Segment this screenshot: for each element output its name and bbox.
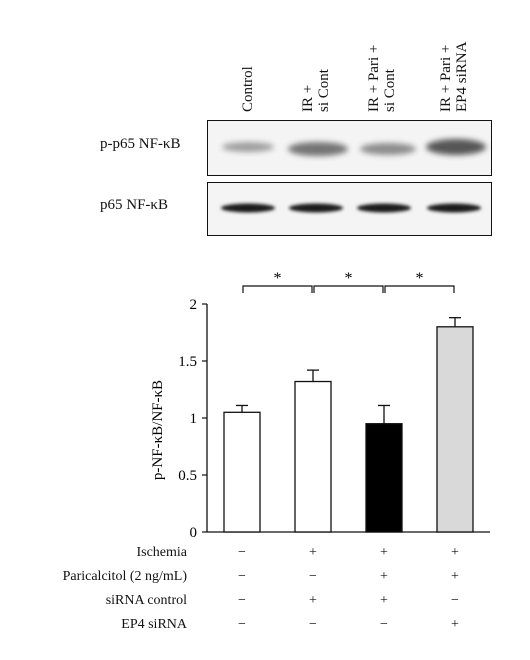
blot-panel-phospho-p65 [207,120,492,176]
bar [294,380,332,533]
blot-bands-total [221,203,481,213]
lane-label-ir-pari-ep4: IR + Pari + EP4 siRNA [438,42,470,112]
significance-bracket [313,285,384,293]
sign: + [451,545,459,560]
significance-star: * [345,270,353,287]
bar [365,423,403,533]
sign: − [451,593,459,608]
blot-bands-phospho [222,139,486,156]
significance-bracket [384,285,455,293]
bar [436,326,474,533]
band-total-lane3 [357,203,411,213]
band-phospho-lane2 [288,142,348,156]
sign: − [309,569,317,584]
lane-label-line: EP4 siRNA [454,41,470,112]
sign: − [309,617,317,632]
sign: + [309,593,317,608]
lane-label-line: IR + Pari + [366,44,382,112]
band-total-lane4 [427,203,481,213]
significance-star: * [416,270,424,287]
lane-label-line: IR + [300,84,316,112]
condition-label-paricalcitol: Paricalcitol (2 ng/mL) [62,569,187,584]
y-tick-label: 2 [190,297,198,313]
band-phospho-lane3 [360,143,416,155]
sign: − [238,545,246,560]
sign: − [238,593,246,608]
sign: + [451,617,459,632]
y-tick-label: 0 [190,525,198,541]
y-tick-label: 1 [190,411,198,427]
band-total-lane2 [289,203,343,213]
lane-label-line: IR + Pari + [438,44,454,112]
band-phospho-lane4 [426,139,486,155]
sign: + [380,569,388,584]
band-total-lane1 [221,203,275,213]
blot-label-phospho-p65: p-p65 NF-κB [100,136,181,152]
significance-star: * [274,270,282,287]
sign: + [309,545,317,560]
sign: − [238,617,246,632]
band-phospho-lane1 [222,142,274,152]
sign: + [380,593,388,608]
sign: + [451,569,459,584]
y-axis-label: p-NF-κB/NF-κB [150,380,166,480]
y-tick-label: 1.5 [178,354,197,370]
condition-label-ep4-sirna: EP4 siRNA [121,617,187,632]
lane-label-ir-sicont: IR + si Cont [300,69,332,112]
significance-bracket [242,285,313,293]
lane-label-line: si Cont [382,69,398,112]
sign: − [238,569,246,584]
lane-label-line: si Cont [316,69,332,112]
lane-label-control: Control [240,66,256,112]
sign: + [380,545,388,560]
condition-label-ischemia: Ischemia [136,545,187,560]
y-tick-label: 0.5 [178,468,197,484]
bar-chart: p-NF-κB/NF-κB 0 0.5 1 1.5 2 * * * [150,270,490,541]
bar [223,411,261,533]
lane-label-ir-pari-sicont: IR + Pari + si Cont [366,45,398,112]
blot-label-total-p65: p65 NF-κB [100,197,168,213]
lane-label-line: Control [240,66,256,112]
sign: − [380,617,388,632]
blot-panel-total-p65 [207,182,492,236]
condition-label-sirna-control: siRNA control [105,593,187,608]
